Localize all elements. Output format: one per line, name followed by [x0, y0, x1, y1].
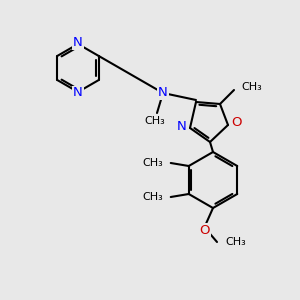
- Text: N: N: [158, 86, 168, 100]
- Text: N: N: [73, 86, 83, 100]
- Text: O: O: [200, 224, 210, 236]
- Text: N: N: [73, 37, 83, 50]
- Text: CH₃: CH₃: [145, 116, 165, 126]
- Text: CH₃: CH₃: [241, 82, 262, 92]
- Text: CH₃: CH₃: [142, 158, 163, 168]
- Text: CH₃: CH₃: [142, 192, 163, 202]
- Text: O: O: [232, 116, 242, 130]
- Text: CH₃: CH₃: [225, 237, 246, 247]
- Text: N: N: [177, 119, 187, 133]
